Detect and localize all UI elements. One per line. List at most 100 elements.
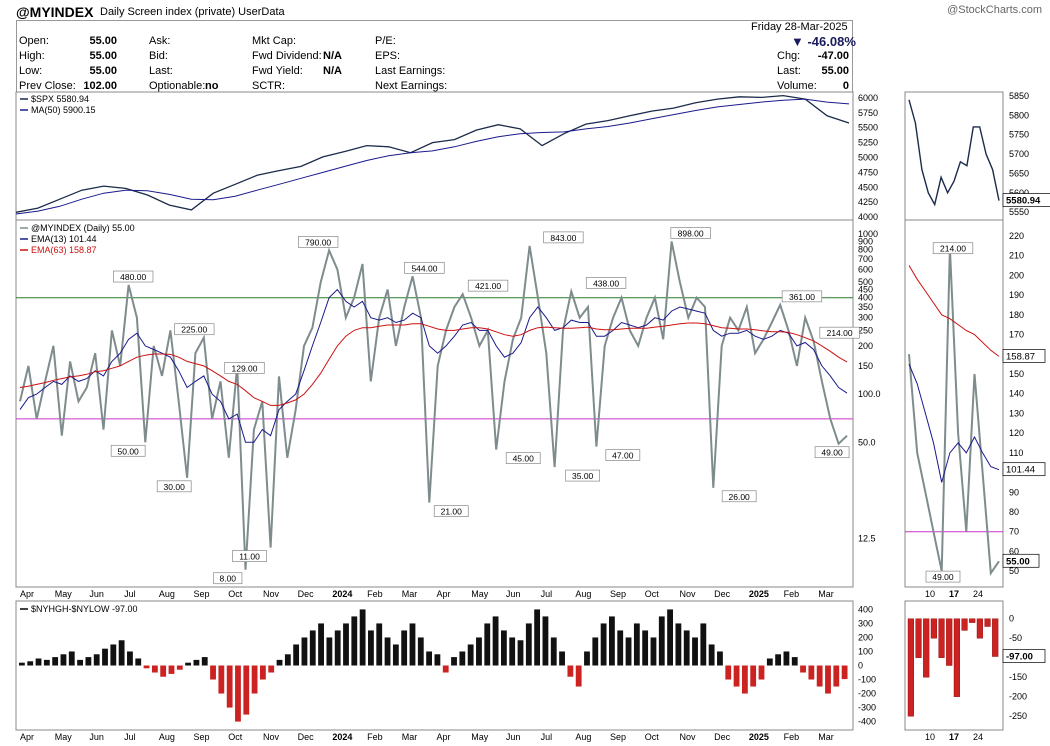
spx-last-label-box xyxy=(1002,193,1050,207)
spx-tick: 6000 xyxy=(858,93,878,103)
nyh-bar xyxy=(235,665,241,722)
quote-label: EPS: xyxy=(375,50,401,62)
quote-label: Mkt Cap: xyxy=(252,35,297,47)
main-tick: 600 xyxy=(858,265,873,275)
nyh-bar xyxy=(675,623,682,666)
nyh-bar xyxy=(816,665,823,687)
nyh-bar xyxy=(52,657,59,666)
nyh-bar xyxy=(392,644,399,666)
main-tick: 12.5 xyxy=(858,534,876,544)
quote-value: 55.00 xyxy=(89,65,117,77)
zoom-main-tick: 190 xyxy=(1009,290,1024,300)
quote-label: Optionable: xyxy=(149,80,206,92)
nyh-last-label: -97.00 xyxy=(1006,652,1033,663)
zoom-main-series-0 xyxy=(908,247,1000,576)
x-tick-label: Nov xyxy=(263,732,280,742)
zoom-main-tick: 60 xyxy=(1009,546,1019,556)
nyh-bar xyxy=(467,644,474,666)
annotation-box xyxy=(224,362,265,374)
zoom-x-tick-label: 24 xyxy=(973,732,983,742)
price-last-label: 55.00 xyxy=(1006,556,1030,567)
nyh-bar xyxy=(77,659,83,666)
quote-label: Fwd Dividend: xyxy=(252,50,322,62)
zoom-main-tick: 170 xyxy=(1009,329,1024,339)
nyh-bar xyxy=(800,665,806,673)
annotation-text: 214.00 xyxy=(827,328,853,338)
nyh-bar xyxy=(567,665,574,677)
nyh-bar xyxy=(210,665,216,680)
nyh-bar xyxy=(442,665,449,673)
quote-table: Friday 28-Mar-2025 ▼ -46.08% Open: 55.00 H… xyxy=(16,20,856,92)
value-annotation: 225.00 xyxy=(174,323,215,336)
zoom-x-tick-label: 17 xyxy=(949,732,959,742)
nyh-bar xyxy=(135,658,142,666)
nyh-bar xyxy=(667,609,673,666)
nyh-bar xyxy=(118,640,125,666)
nyh-bar xyxy=(733,665,740,687)
zoom-main-tick: 200 xyxy=(1009,270,1024,280)
x-tick-label: Apr xyxy=(437,732,451,742)
nyh-bar xyxy=(93,654,100,666)
annotation-text: 26.00 xyxy=(729,492,751,502)
annotation-text: 790.00 xyxy=(305,237,331,247)
x-tick-label: Mar xyxy=(818,732,834,742)
zoom-nyh-bar xyxy=(923,618,930,678)
value-annotation: 21.00 xyxy=(433,505,469,517)
nyh-bar xyxy=(259,665,266,680)
annotation-text: 30.00 xyxy=(164,482,186,492)
annotation-box xyxy=(232,550,267,562)
value-annotation: 843.00 xyxy=(543,231,584,244)
main-tick: 150 xyxy=(858,361,873,371)
quote-label: High: xyxy=(19,50,45,62)
zoom-main-tick: 140 xyxy=(1009,389,1024,399)
nyh-tick: 100 xyxy=(858,646,873,656)
nyh-bar xyxy=(692,637,698,666)
quote-label: Ask: xyxy=(149,35,171,47)
annotation-box xyxy=(925,570,961,583)
annotation-text: 225.00 xyxy=(181,325,207,335)
zoom-nyh-tick: -50 xyxy=(1009,633,1022,643)
x-tick-label: Dec xyxy=(298,589,315,599)
x-tick-label: Oct xyxy=(228,732,243,742)
annotation-text: 49.00 xyxy=(932,572,954,582)
main-tick: 800 xyxy=(858,245,873,255)
quote-label: P/E: xyxy=(375,35,396,47)
nyh-bar xyxy=(617,630,624,666)
x-tick-label: Jul xyxy=(124,589,136,599)
nyh-bar xyxy=(592,637,599,666)
zoom-main-series-1 xyxy=(908,363,1000,483)
pct-change: ▼ -46.08% xyxy=(791,34,856,49)
quote-label: Chg: xyxy=(777,50,801,62)
nyh-bar xyxy=(426,651,433,666)
nyh-bar xyxy=(68,651,75,666)
value-annotation: 361.00 xyxy=(781,290,823,303)
zoom-spx-tick: 5800 xyxy=(1009,110,1029,120)
x-tick-label: Sep xyxy=(610,732,626,742)
nyh-bar xyxy=(559,651,565,666)
zoom-spx-tick: 5600 xyxy=(1009,188,1029,198)
x-tick-label: Sep xyxy=(194,732,210,742)
nyh-bar xyxy=(434,654,441,666)
annotation-text: 21.00 xyxy=(441,507,463,517)
zoom-main-tick: 180 xyxy=(1009,310,1024,320)
x-tick-label: Oct xyxy=(645,732,660,742)
zoom-high-label: 214.00 xyxy=(932,242,974,255)
quote-value: -47.00 xyxy=(817,50,849,62)
nyh-bar xyxy=(85,657,92,666)
zoom-spx-tick: 5750 xyxy=(1009,130,1029,140)
value-annotation: 49.00 xyxy=(814,446,850,459)
quote-label: Fwd Yield: xyxy=(252,65,303,77)
nyh-bar xyxy=(326,637,333,666)
nyh-bar xyxy=(741,665,748,694)
x-tick-label: Jul xyxy=(541,589,553,599)
quote-value: 0 xyxy=(842,80,849,92)
annotation-text: 544.00 xyxy=(411,263,437,273)
main-legend: EMA(63) 158.87 xyxy=(31,245,97,255)
zoom-spx-line xyxy=(908,99,1000,207)
annotation-text: 45.00 xyxy=(513,454,535,464)
nyh-bar xyxy=(476,637,482,666)
annotation-box xyxy=(113,270,154,283)
annotation-text: 49.00 xyxy=(821,448,843,458)
x-tick-label: Mar xyxy=(402,732,418,742)
